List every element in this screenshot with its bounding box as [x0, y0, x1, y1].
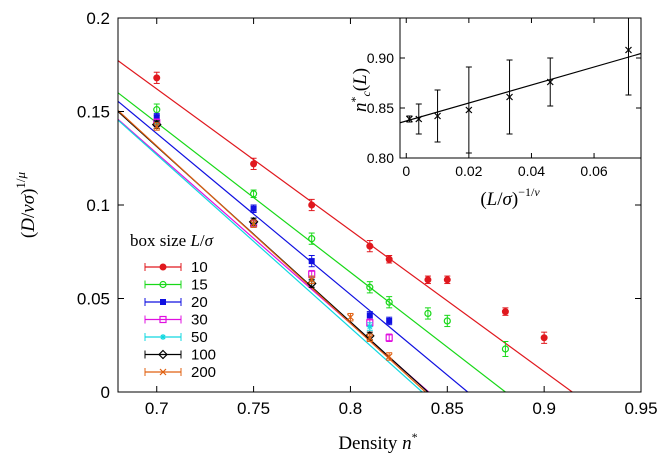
- inset-axis-ticks: 0 0.02 0.04 0.06 0.80 0.85 0.90: [367, 18, 641, 179]
- inset-x-tick-label: 0.02: [455, 163, 482, 179]
- fit-line-20: [118, 100, 469, 392]
- legend-marker-50: [160, 334, 166, 340]
- data-point-10: [366, 242, 374, 250]
- data-point-200: [347, 313, 354, 321]
- data-point-200: [308, 276, 316, 284]
- data-point-15: [501, 345, 510, 353]
- inset-x-tick-label: 0.04: [518, 163, 545, 179]
- x-tick-label: 0.85: [431, 399, 464, 418]
- data-point-200: [366, 334, 374, 342]
- inset-data-point: [405, 115, 413, 123]
- x-tick-label: 0.8: [339, 399, 363, 418]
- data-point-200: [385, 353, 393, 360]
- fit-line-200: [118, 110, 426, 392]
- x-tick-label: 0.9: [532, 399, 556, 418]
- inset-frame: [399, 17, 642, 159]
- data-point-15: [424, 309, 432, 318]
- inset-x-tick-label: 0: [402, 163, 410, 179]
- inset-data-point: [465, 106, 473, 114]
- data-point-10: [540, 334, 548, 342]
- y-axis-label: (D/vσ)1/μ: [13, 171, 39, 238]
- main-data-points: [151, 71, 548, 361]
- inset-y-tick-label: 0.90: [367, 50, 394, 66]
- data-point-10: [308, 201, 316, 209]
- inset-y-tick-label: 0.85: [367, 100, 394, 116]
- data-point-10: [153, 74, 161, 82]
- data-point-10: [443, 276, 451, 284]
- data-point-20: [386, 317, 393, 324]
- inset-content: [400, 18, 641, 154]
- legend-marker-10: [159, 263, 167, 271]
- legend-marker-20: [160, 299, 166, 305]
- legend-marker-30: [159, 315, 167, 324]
- main-fit-lines: [118, 60, 573, 392]
- data-point-20: [153, 114, 160, 121]
- legend-label-15: 15: [191, 277, 208, 294]
- x-tick-label: 0.75: [237, 399, 270, 418]
- x-tick-label: 0.7: [145, 399, 169, 418]
- main-axis-ticks: 0.7 0.75 0.8 0.85 0.9 0.95 0 0.05 0.1 0.15 0.2: [77, 9, 658, 418]
- data-point-20: [308, 258, 315, 265]
- data-point-10: [250, 160, 258, 168]
- inset-fit-line: [400, 52, 641, 124]
- legend-label-10: 10: [191, 259, 208, 276]
- data-point-50: [366, 323, 373, 330]
- data-point-15: [366, 283, 374, 291]
- legend-title: box size L/σ: [130, 231, 214, 250]
- y-tick-label: 0.05: [77, 290, 110, 309]
- data-point-15: [153, 106, 161, 114]
- x-tick-label: 0.95: [624, 399, 657, 418]
- data-point-200: [153, 123, 161, 130]
- data-point-200: [250, 220, 258, 228]
- legend-label-30: 30: [191, 312, 208, 329]
- inset-data-point: [415, 115, 423, 123]
- data-point-10: [424, 276, 432, 284]
- inset-data-point: [546, 78, 554, 86]
- y-tick-label: 0.2: [86, 9, 110, 28]
- fit-line-10: [118, 60, 573, 392]
- legend-label-20: 20: [191, 294, 208, 311]
- data-point-15: [443, 317, 451, 325]
- legend-label-50: 50: [191, 329, 208, 346]
- data-point-30: [385, 334, 393, 342]
- inset-y-tick-label: 0.80: [367, 150, 394, 166]
- data-point-20: [250, 205, 257, 212]
- legend-label-200: 200: [191, 364, 216, 381]
- inset-x-tick-label: 0.06: [580, 163, 607, 179]
- inset-data-point: [506, 93, 513, 101]
- y-tick-label: 0.15: [77, 103, 110, 122]
- inset-y-axis-label: n*c(L): [348, 68, 373, 112]
- data-point-20: [366, 312, 373, 319]
- data-point-15: [308, 235, 316, 243]
- data-point-15: [385, 298, 393, 306]
- data-point-15: [249, 190, 258, 198]
- inset-data-point: [434, 112, 441, 120]
- data-point-10: [501, 308, 509, 316]
- legend-label-100: 100: [191, 347, 216, 364]
- inset-x-axis-label: (L/σ)−1/ν: [480, 185, 540, 210]
- data-point-10: [385, 255, 393, 263]
- inset-data-point: [625, 46, 632, 54]
- x-axis-label: Density n*: [338, 430, 417, 454]
- legend-marker-200: [159, 368, 167, 376]
- y-tick-label: 0: [101, 383, 110, 402]
- legend-marker-100: [158, 349, 168, 360]
- y-tick-label: 0.1: [86, 196, 110, 215]
- legend-marker-15: [159, 280, 167, 289]
- fit-line-50: [118, 119, 423, 392]
